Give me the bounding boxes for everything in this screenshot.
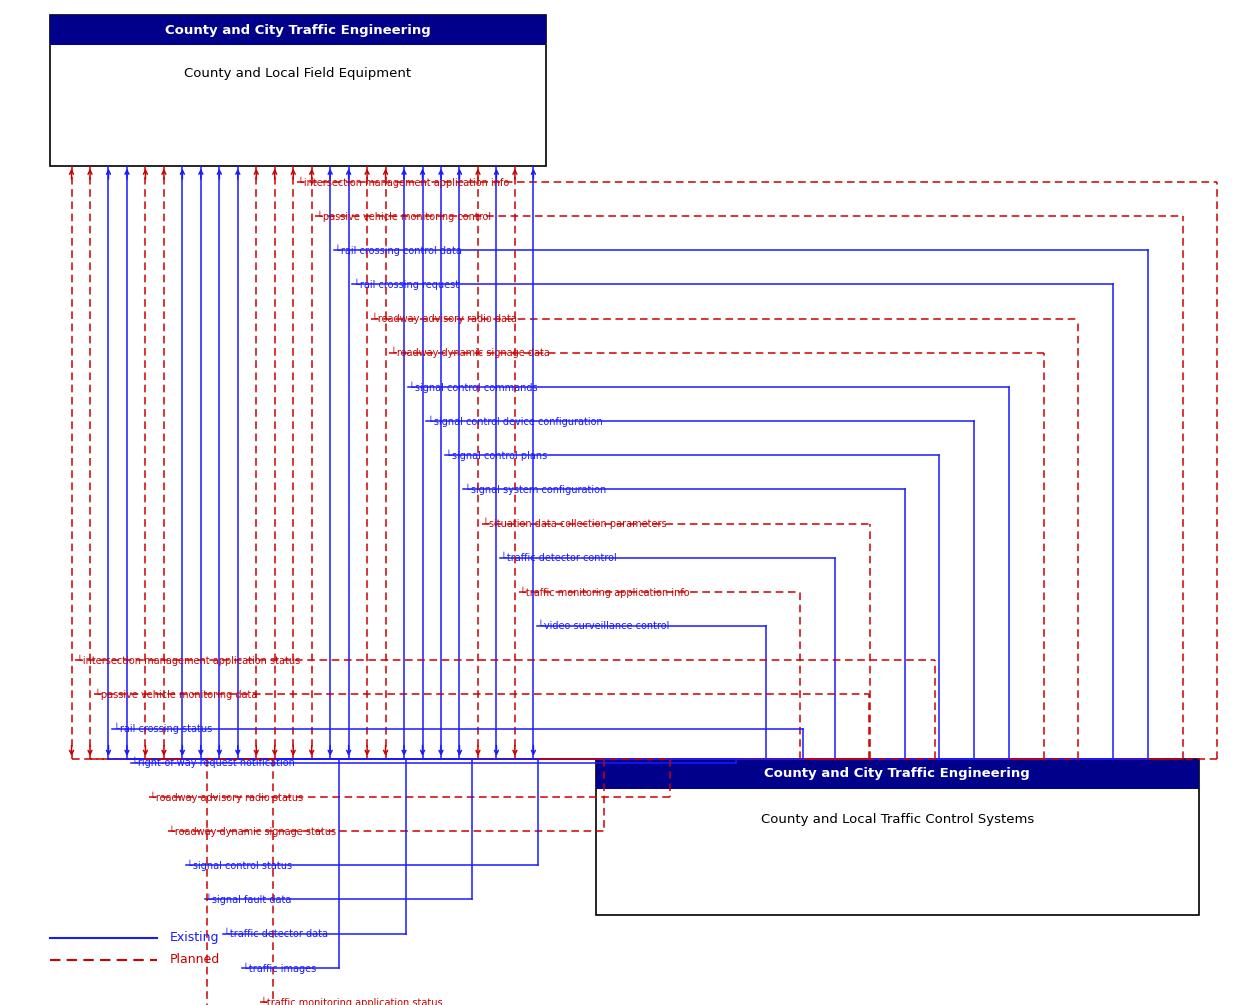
Text: └signal control commands: └signal control commands bbox=[409, 381, 537, 393]
Text: └rail crossing status: └rail crossing status bbox=[113, 723, 212, 735]
Text: County and Local Field Equipment: County and Local Field Equipment bbox=[184, 67, 412, 80]
Text: └passive vehicle monitoring data: └passive vehicle monitoring data bbox=[95, 688, 257, 700]
Text: └intersection management application info: └intersection management application inf… bbox=[299, 176, 510, 188]
Bar bbox=[596, 759, 1199, 915]
Text: └rail crossing request: └rail crossing request bbox=[354, 278, 459, 290]
Text: County and City Traffic Engineering: County and City Traffic Engineering bbox=[166, 24, 430, 36]
Text: └traffic monitoring application info: └traffic monitoring application info bbox=[520, 586, 689, 598]
Text: └traffic detector data: └traffic detector data bbox=[225, 929, 329, 939]
Text: └traffic images: └traffic images bbox=[242, 962, 316, 974]
Bar bbox=[50, 15, 546, 45]
Text: Existing: Existing bbox=[169, 932, 218, 944]
Text: └right-of-way request notification: └right-of-way request notification bbox=[132, 757, 295, 769]
Text: └passive vehicle monitoring control: └passive vehicle monitoring control bbox=[316, 210, 491, 222]
Text: └situation data collection parameters: └situation data collection parameters bbox=[483, 518, 666, 530]
Text: └signal control status: └signal control status bbox=[187, 859, 292, 871]
Bar bbox=[50, 15, 546, 166]
Text: └roadway advisory radio data: └roadway advisory radio data bbox=[373, 313, 517, 325]
Text: └traffic monitoring application status: └traffic monitoring application status bbox=[261, 996, 443, 1005]
Text: County and Local Traffic Control Systems: County and Local Traffic Control Systems bbox=[761, 813, 1034, 825]
Text: └roadway dynamic signage data: └roadway dynamic signage data bbox=[390, 347, 550, 359]
Text: └signal fault data: └signal fault data bbox=[206, 893, 291, 906]
Text: └traffic detector control: └traffic detector control bbox=[502, 553, 617, 563]
Text: └signal control device configuration: └signal control device configuration bbox=[428, 415, 602, 427]
Text: └rail crossing control data: └rail crossing control data bbox=[335, 244, 462, 256]
Bar bbox=[596, 759, 1199, 789]
Text: County and City Traffic Engineering: County and City Traffic Engineering bbox=[764, 768, 1030, 780]
Text: └roadway dynamic signage status: └roadway dynamic signage status bbox=[169, 825, 336, 837]
Text: └signal control plans: └signal control plans bbox=[446, 449, 547, 461]
Text: └intersection management application status: └intersection management application sta… bbox=[77, 654, 300, 666]
Text: Planned: Planned bbox=[169, 954, 220, 966]
Text: └signal system configuration: └signal system configuration bbox=[464, 483, 606, 495]
Text: └video surveillance control: └video surveillance control bbox=[538, 621, 670, 631]
Text: └roadway advisory radio status: └roadway advisory radio status bbox=[151, 791, 304, 803]
